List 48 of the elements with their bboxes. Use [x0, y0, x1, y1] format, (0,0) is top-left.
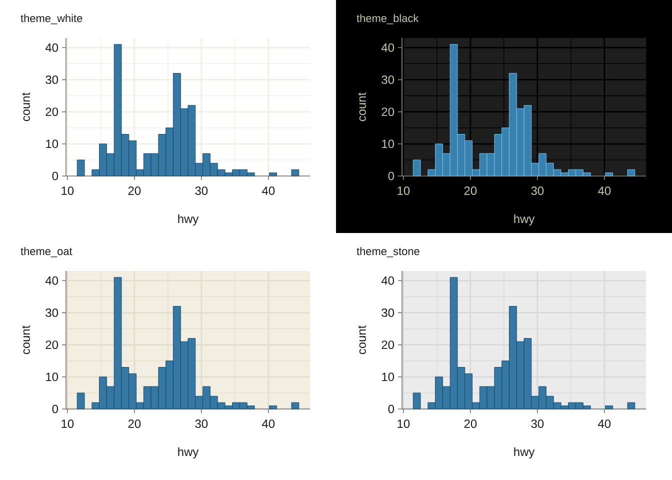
- chart-title: theme_black: [356, 14, 419, 24]
- x-tick-label: 30: [531, 186, 544, 195]
- x-tick-label: 10: [398, 186, 410, 195]
- x-tick-label: 30: [195, 186, 208, 195]
- y-tick-label: 20: [46, 108, 58, 116]
- x-tick-label: 20: [464, 186, 477, 195]
- x-tick-label: 10: [62, 420, 74, 428]
- chart-title: theme_stone: [356, 247, 420, 258]
- x-tick-label: 30: [531, 420, 544, 428]
- y-axis-title: count: [358, 92, 366, 122]
- y-tick-label: 30: [46, 75, 58, 84]
- x-tick-label: 20: [464, 420, 477, 428]
- y-tick-label: 20: [382, 340, 394, 350]
- y-tick-label: 20: [46, 340, 58, 350]
- x-tick-label: 40: [598, 186, 611, 195]
- y-tick-label: 40: [381, 276, 394, 285]
- x-tick-label: 40: [262, 420, 275, 428]
- y-tick-label: 10: [382, 372, 394, 382]
- y-axis-title: count: [22, 92, 30, 122]
- x-tick-label: 40: [598, 420, 611, 428]
- x-tick-label: 20: [128, 186, 141, 195]
- x-tick-label: 10: [62, 186, 74, 195]
- chart-title: theme_white: [20, 14, 82, 24]
- y-tick-label: 10: [46, 140, 58, 148]
- x-tick-label: 40: [262, 186, 275, 195]
- y-tick-label: 30: [382, 75, 394, 84]
- y-axis-title: count: [358, 325, 366, 354]
- y-tick-label: 0: [388, 404, 394, 414]
- y-tick-label: 20: [382, 108, 394, 116]
- y-tick-label: 30: [382, 308, 394, 317]
- x-tick-label: 10: [398, 420, 410, 428]
- y-tick-label: 40: [45, 43, 58, 52]
- y-tick-label: 0: [388, 172, 394, 180]
- x-axis-title: hwy: [178, 214, 199, 226]
- x-axis-title: hwy: [178, 447, 199, 458]
- y-tick-label: 40: [45, 276, 58, 285]
- y-tick-label: 10: [46, 372, 58, 382]
- x-tick-label: 30: [195, 420, 208, 428]
- x-axis-title: hwy: [514, 214, 535, 226]
- y-tick-label: 0: [52, 404, 58, 414]
- y-tick-label: 40: [381, 43, 394, 52]
- y-tick-label: 0: [52, 172, 58, 180]
- x-axis-title: hwy: [514, 447, 535, 458]
- chart-title: theme_oat: [20, 247, 72, 258]
- x-tick-label: 20: [128, 420, 141, 428]
- y-axis-title: count: [22, 325, 30, 354]
- y-tick-label: 10: [382, 140, 394, 148]
- y-tick-label: 30: [46, 308, 58, 317]
